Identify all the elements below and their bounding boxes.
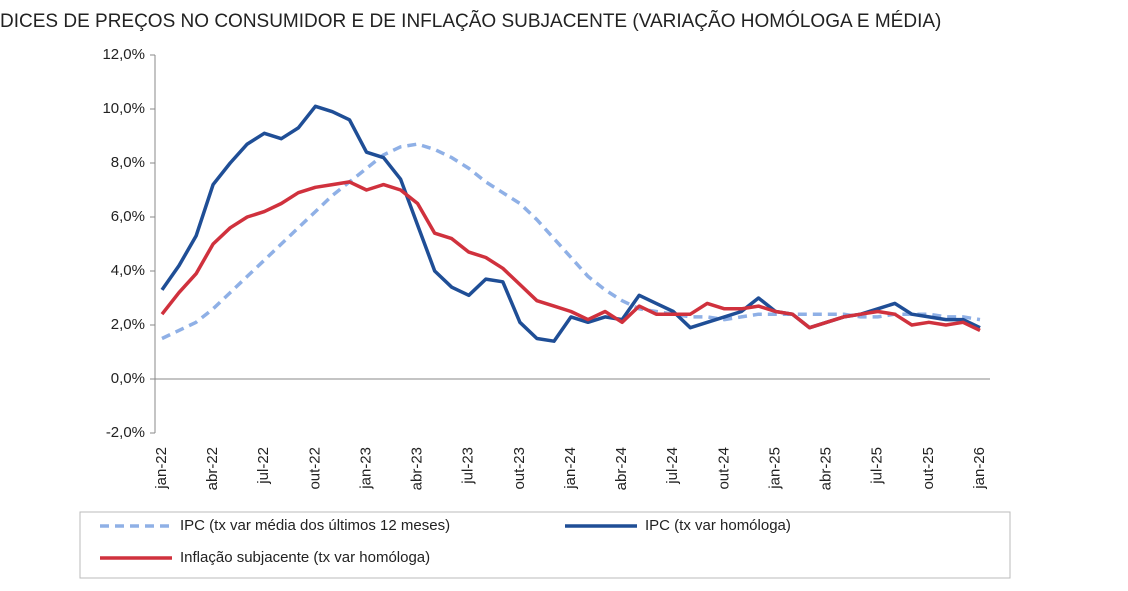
- x-tick-label: jan-25: [766, 447, 783, 490]
- series-line: [160, 180, 981, 332]
- legend-box: [79, 511, 1011, 579]
- y-tick-label: 0,0%: [111, 370, 145, 387]
- chart-title: DICES DE PREÇOS NO CONSUMIDOR E DE INFLA…: [0, 10, 941, 32]
- x-tick-label: jan-23: [357, 447, 374, 490]
- x-tick-label: abr-22: [204, 447, 221, 490]
- x-tick-label: jan-22: [153, 447, 170, 490]
- x-tick-label: jul-25: [869, 447, 886, 485]
- legend-label: IPC (tx var homóloga): [645, 517, 791, 534]
- y-tick-label: 10,0%: [102, 100, 145, 117]
- x-tick-label: abr-23: [409, 447, 426, 490]
- y-tick-label: -2,0%: [106, 424, 145, 441]
- y-tick-label: 2,0%: [111, 316, 145, 333]
- x-tick-label: jan-26: [971, 447, 988, 490]
- series-line: [160, 104, 981, 343]
- x-tick-label: out-22: [306, 447, 323, 490]
- y-tick-label: 12,0%: [102, 46, 145, 63]
- y-tick-label: 6,0%: [111, 208, 145, 225]
- legend-label: Inflação subjacente (tx var homóloga): [180, 549, 430, 566]
- y-tick-label: 8,0%: [111, 154, 145, 171]
- x-tick-label: out-24: [715, 447, 732, 490]
- x-tick-label: jul-24: [664, 447, 681, 485]
- legend-label: IPC (tx var média dos últimos 12 meses): [180, 517, 450, 534]
- x-tick-label: out-23: [511, 447, 528, 490]
- x-tick-label: out-25: [920, 447, 937, 490]
- y-tick-label: 4,0%: [111, 262, 145, 279]
- x-tick-label: jan-24: [562, 447, 579, 490]
- x-tick-label: abr-24: [613, 447, 630, 490]
- x-tick-label: jul-23: [460, 447, 477, 485]
- x-tick-label: abr-25: [818, 447, 835, 490]
- series-line: [161, 142, 981, 341]
- x-tick-label: jul-22: [255, 447, 272, 485]
